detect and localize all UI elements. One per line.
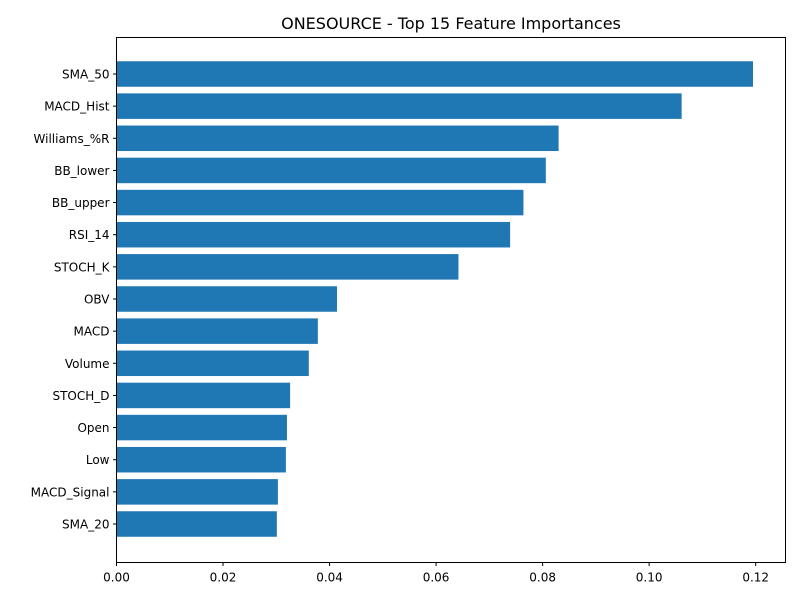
- y-tick-label: STOCH_K: [54, 260, 111, 274]
- x-tick-label: 0.04: [316, 571, 343, 585]
- bar-stoch-d: [116, 382, 291, 409]
- y-tick-label: RSI_14: [69, 228, 110, 242]
- bar-rsi-14: [116, 221, 511, 248]
- x-axis-ticks: 0.00 0.02 0.04 0.06 0.08 0.10 0.12: [103, 562, 769, 585]
- bar-sma-20: [116, 511, 277, 537]
- bar-volume: [116, 350, 309, 377]
- bar-williams-r: [116, 125, 559, 152]
- bar-macd-signal: [116, 479, 278, 505]
- chart-title: ONESOURCE - Top 15 Feature Importances: [281, 14, 621, 33]
- y-tick-label: Open: [77, 421, 109, 435]
- x-tick-label: 0.10: [636, 571, 663, 585]
- bars-group: [116, 61, 754, 537]
- plot-frame: [116, 37, 786, 563]
- y-tick-label: BB_lower: [54, 164, 109, 178]
- y-tick-label: Volume: [65, 357, 110, 371]
- bar-obv: [116, 286, 338, 312]
- y-tick-label: SMA_50: [62, 68, 109, 82]
- y-tick-label: Williams_%R: [34, 132, 110, 146]
- y-tick-label: MACD_Signal: [31, 485, 110, 499]
- y-axis-ticks: SMA_50 MACD_Hist Williams_%R BB_lower BB_upp…: [31, 68, 117, 532]
- y-tick-label: MACD_Hist: [44, 100, 110, 114]
- bar-sma-50: [116, 61, 754, 87]
- bar-macd: [116, 318, 318, 344]
- bar-bb-upper: [116, 189, 524, 216]
- bar-low: [116, 446, 286, 473]
- bar-macd-hist: [116, 93, 682, 119]
- y-tick-label: OBV: [84, 293, 110, 307]
- y-tick-label: Low: [86, 453, 110, 467]
- y-tick-label: BB_upper: [52, 196, 110, 210]
- bar-bb-lower: [116, 157, 546, 184]
- bar-stoch-k: [116, 254, 459, 280]
- y-tick-label: SMA_20: [62, 518, 109, 532]
- y-tick-label: STOCH_D: [52, 389, 109, 403]
- y-tick-label: MACD: [74, 325, 110, 339]
- x-tick-label: 0.06: [423, 571, 450, 585]
- x-tick-label: 0.02: [210, 571, 237, 585]
- x-tick-label: 0.08: [529, 571, 556, 585]
- bar-open: [116, 414, 287, 441]
- x-tick-label: 0.00: [103, 571, 130, 585]
- x-tick-label: 0.12: [742, 571, 769, 585]
